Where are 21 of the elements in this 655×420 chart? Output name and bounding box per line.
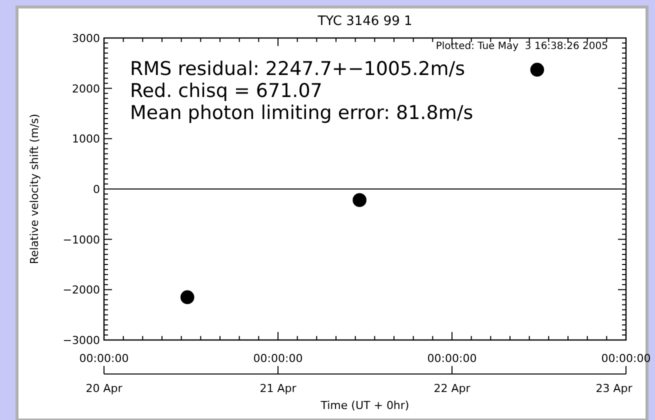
y-axis-title: Relative velocity shift (m/s) xyxy=(28,114,41,264)
y-tick-label: −2000 xyxy=(62,284,100,297)
y-tick-label: 0 xyxy=(93,183,100,196)
x2-tick-label: 00:00:00 xyxy=(601,352,651,365)
x-axis-title: Time (UT + 0hr) xyxy=(320,399,410,412)
annotation: RMS residual: 2247.7+−1005.2m/s xyxy=(130,58,466,80)
y-tick-label: 3000 xyxy=(72,32,100,45)
x2-tick-label: 00:00:00 xyxy=(79,352,129,365)
annotation: Mean photon limiting error: 81.8m/s xyxy=(130,102,474,124)
x-tick-label: 23 Apr xyxy=(596,382,633,395)
y-tick-label: 1000 xyxy=(72,132,100,146)
x-tick-label: 22 Apr xyxy=(434,382,471,395)
y-tick-label: 2000 xyxy=(72,82,100,96)
x2-tick-label: 00:00:00 xyxy=(253,352,303,365)
x2-tick-label: 00:00:00 xyxy=(427,352,477,365)
y-tick-label: −3000 xyxy=(62,334,100,347)
x-tick-label: 20 Apr xyxy=(86,382,123,395)
x-tick-label: 21 Apr xyxy=(260,382,297,395)
annotation: Red. chisq = 671.07 xyxy=(130,80,322,102)
y-tick-label: −1000 xyxy=(62,233,100,246)
chart-title: TYC 3146 99 1 xyxy=(316,14,412,29)
